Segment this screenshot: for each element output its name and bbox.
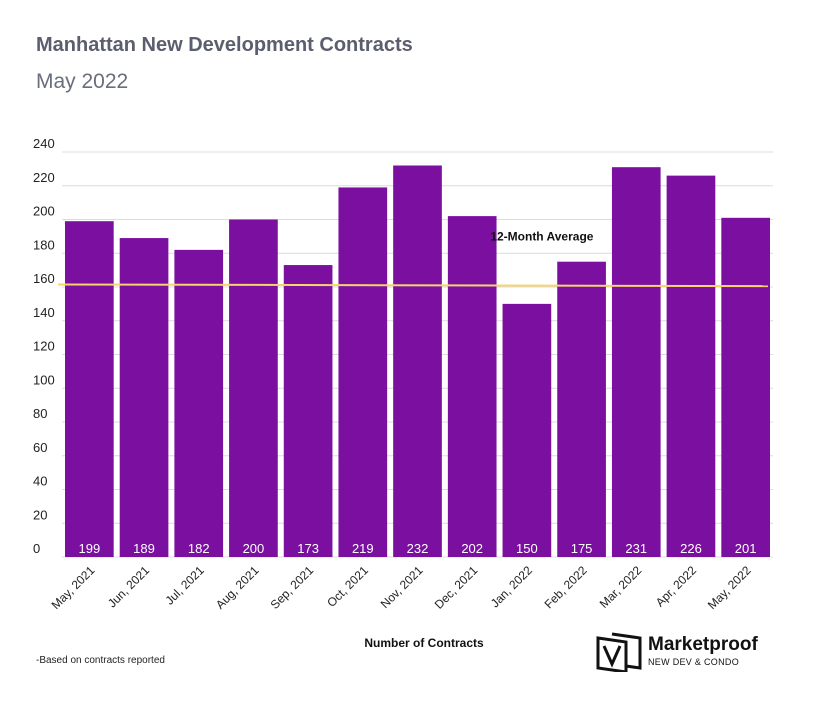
bar xyxy=(283,265,333,557)
y-tick-label: 140 xyxy=(33,305,55,320)
x-tick-label: Apr, 2022 xyxy=(653,563,699,609)
bar-value-label: 219 xyxy=(352,541,374,556)
marketproof-logo-icon xyxy=(596,632,642,674)
chart-subtitle: May 2022 xyxy=(36,70,129,93)
bar xyxy=(65,221,114,557)
bar xyxy=(721,217,770,557)
brand-tagline: NEW DEV & CONDO xyxy=(648,657,740,667)
bar xyxy=(447,216,497,557)
x-tick-label: Mar, 2022 xyxy=(597,563,645,611)
x-tick-label: May, 2021 xyxy=(49,563,98,612)
x-axis-ticks: May, 2021 Jun, 2021 Jul, 2021 Aug, 2021 Sep,… xyxy=(49,563,754,612)
x-tick-label: Jul, 2021 xyxy=(163,563,208,608)
y-tick-label: 180 xyxy=(33,237,55,252)
bar xyxy=(502,303,552,557)
y-tick-label: 240 xyxy=(33,136,55,151)
bar-value-label: 175 xyxy=(571,541,593,556)
bar xyxy=(557,261,606,557)
bar-value-label: 226 xyxy=(680,541,702,556)
bar-value-label: 173 xyxy=(297,541,319,556)
x-tick-label: Oct, 2021 xyxy=(324,563,371,610)
bar xyxy=(611,167,661,557)
bar-value-label: 201 xyxy=(735,541,757,556)
bar-value-label: 182 xyxy=(188,541,210,556)
y-tick-label: 220 xyxy=(33,170,55,185)
y-axis-ticks: 0 20 40 60 80 100 120 140 160 180 200 220 240 xyxy=(33,136,55,556)
y-tick-label: 120 xyxy=(33,339,55,354)
bar-chart: 0 20 40 60 80 100 120 140 160 180 200 220 240 199 189… xyxy=(33,136,773,612)
x-tick-label: Sep, 2021 xyxy=(268,563,317,612)
bar-value-label: 202 xyxy=(461,541,483,556)
x-tick-label: Aug, 2021 xyxy=(213,563,262,612)
y-tick-label: 100 xyxy=(33,372,55,387)
x-tick-label: Dec, 2021 xyxy=(432,563,481,612)
bar-value-label: 199 xyxy=(78,541,100,556)
bar xyxy=(338,187,388,557)
bar-value-label: 232 xyxy=(407,541,429,556)
y-tick-label: 60 xyxy=(33,440,47,455)
y-tick-label: 200 xyxy=(33,204,55,219)
bar-value-label: 200 xyxy=(243,541,265,556)
y-tick-label: 20 xyxy=(33,507,47,522)
x-tick-label: Jun, 2021 xyxy=(105,563,152,610)
x-tick-label: Feb, 2022 xyxy=(542,563,590,611)
y-tick-label: 0 xyxy=(33,541,40,556)
brand-logo: Marketproof NEW DEV & CONDO xyxy=(596,632,796,674)
bar-value-label: 231 xyxy=(625,541,647,556)
bar-value-label: 150 xyxy=(516,541,538,556)
bar xyxy=(666,175,716,557)
x-tick-label: May, 2022 xyxy=(705,563,754,612)
y-tick-label: 40 xyxy=(33,474,47,489)
footnote: -Based on contracts reported xyxy=(36,655,165,666)
chart-title: Manhattan New Development Contracts xyxy=(36,34,413,56)
bar xyxy=(119,238,169,557)
x-tick-label: Jan, 2022 xyxy=(488,563,535,610)
bar xyxy=(229,219,278,557)
y-tick-label: 80 xyxy=(33,406,47,421)
x-tick-label: Nov, 2021 xyxy=(378,563,426,611)
bar-value-label: 189 xyxy=(133,541,155,556)
bar xyxy=(174,249,224,557)
average-line-label: 12-Month Average xyxy=(490,229,593,243)
x-axis-label: Number of Contracts xyxy=(364,636,484,650)
y-tick-label: 160 xyxy=(33,271,55,286)
average-line xyxy=(57,283,769,288)
bars: 199 189 182 200 173 219 232 202 150 175 231 226 201 xyxy=(65,165,770,557)
brand-name: Marketproof xyxy=(648,634,758,655)
bar xyxy=(393,165,442,557)
average-line-group: 12-Month Average xyxy=(57,229,769,288)
